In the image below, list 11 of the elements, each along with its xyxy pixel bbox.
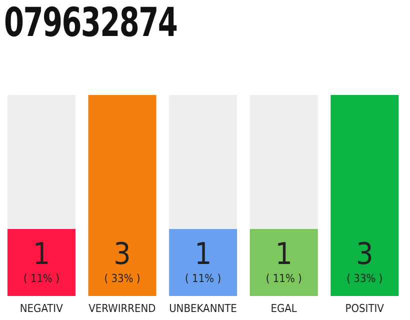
data-label: 3 ( 33% ) bbox=[104, 237, 140, 285]
chart-title: 079632874 bbox=[4, 0, 178, 46]
data-label: 3 ( 33% ) bbox=[346, 237, 383, 285]
data-label: 1 ( 11% ) bbox=[185, 237, 222, 285]
x-tick-label: EGAL bbox=[270, 302, 298, 315]
x-tick-label: UNBEKANNTE bbox=[169, 302, 237, 315]
x-tick-label: POSITIV bbox=[345, 302, 384, 315]
x-tick-label: VERWIRREND bbox=[88, 302, 156, 315]
data-label: 1 ( 11% ) bbox=[266, 237, 302, 285]
data-label: 1 ( 11% ) bbox=[23, 237, 60, 285]
x-tick-label: NEGATIV bbox=[20, 302, 64, 315]
